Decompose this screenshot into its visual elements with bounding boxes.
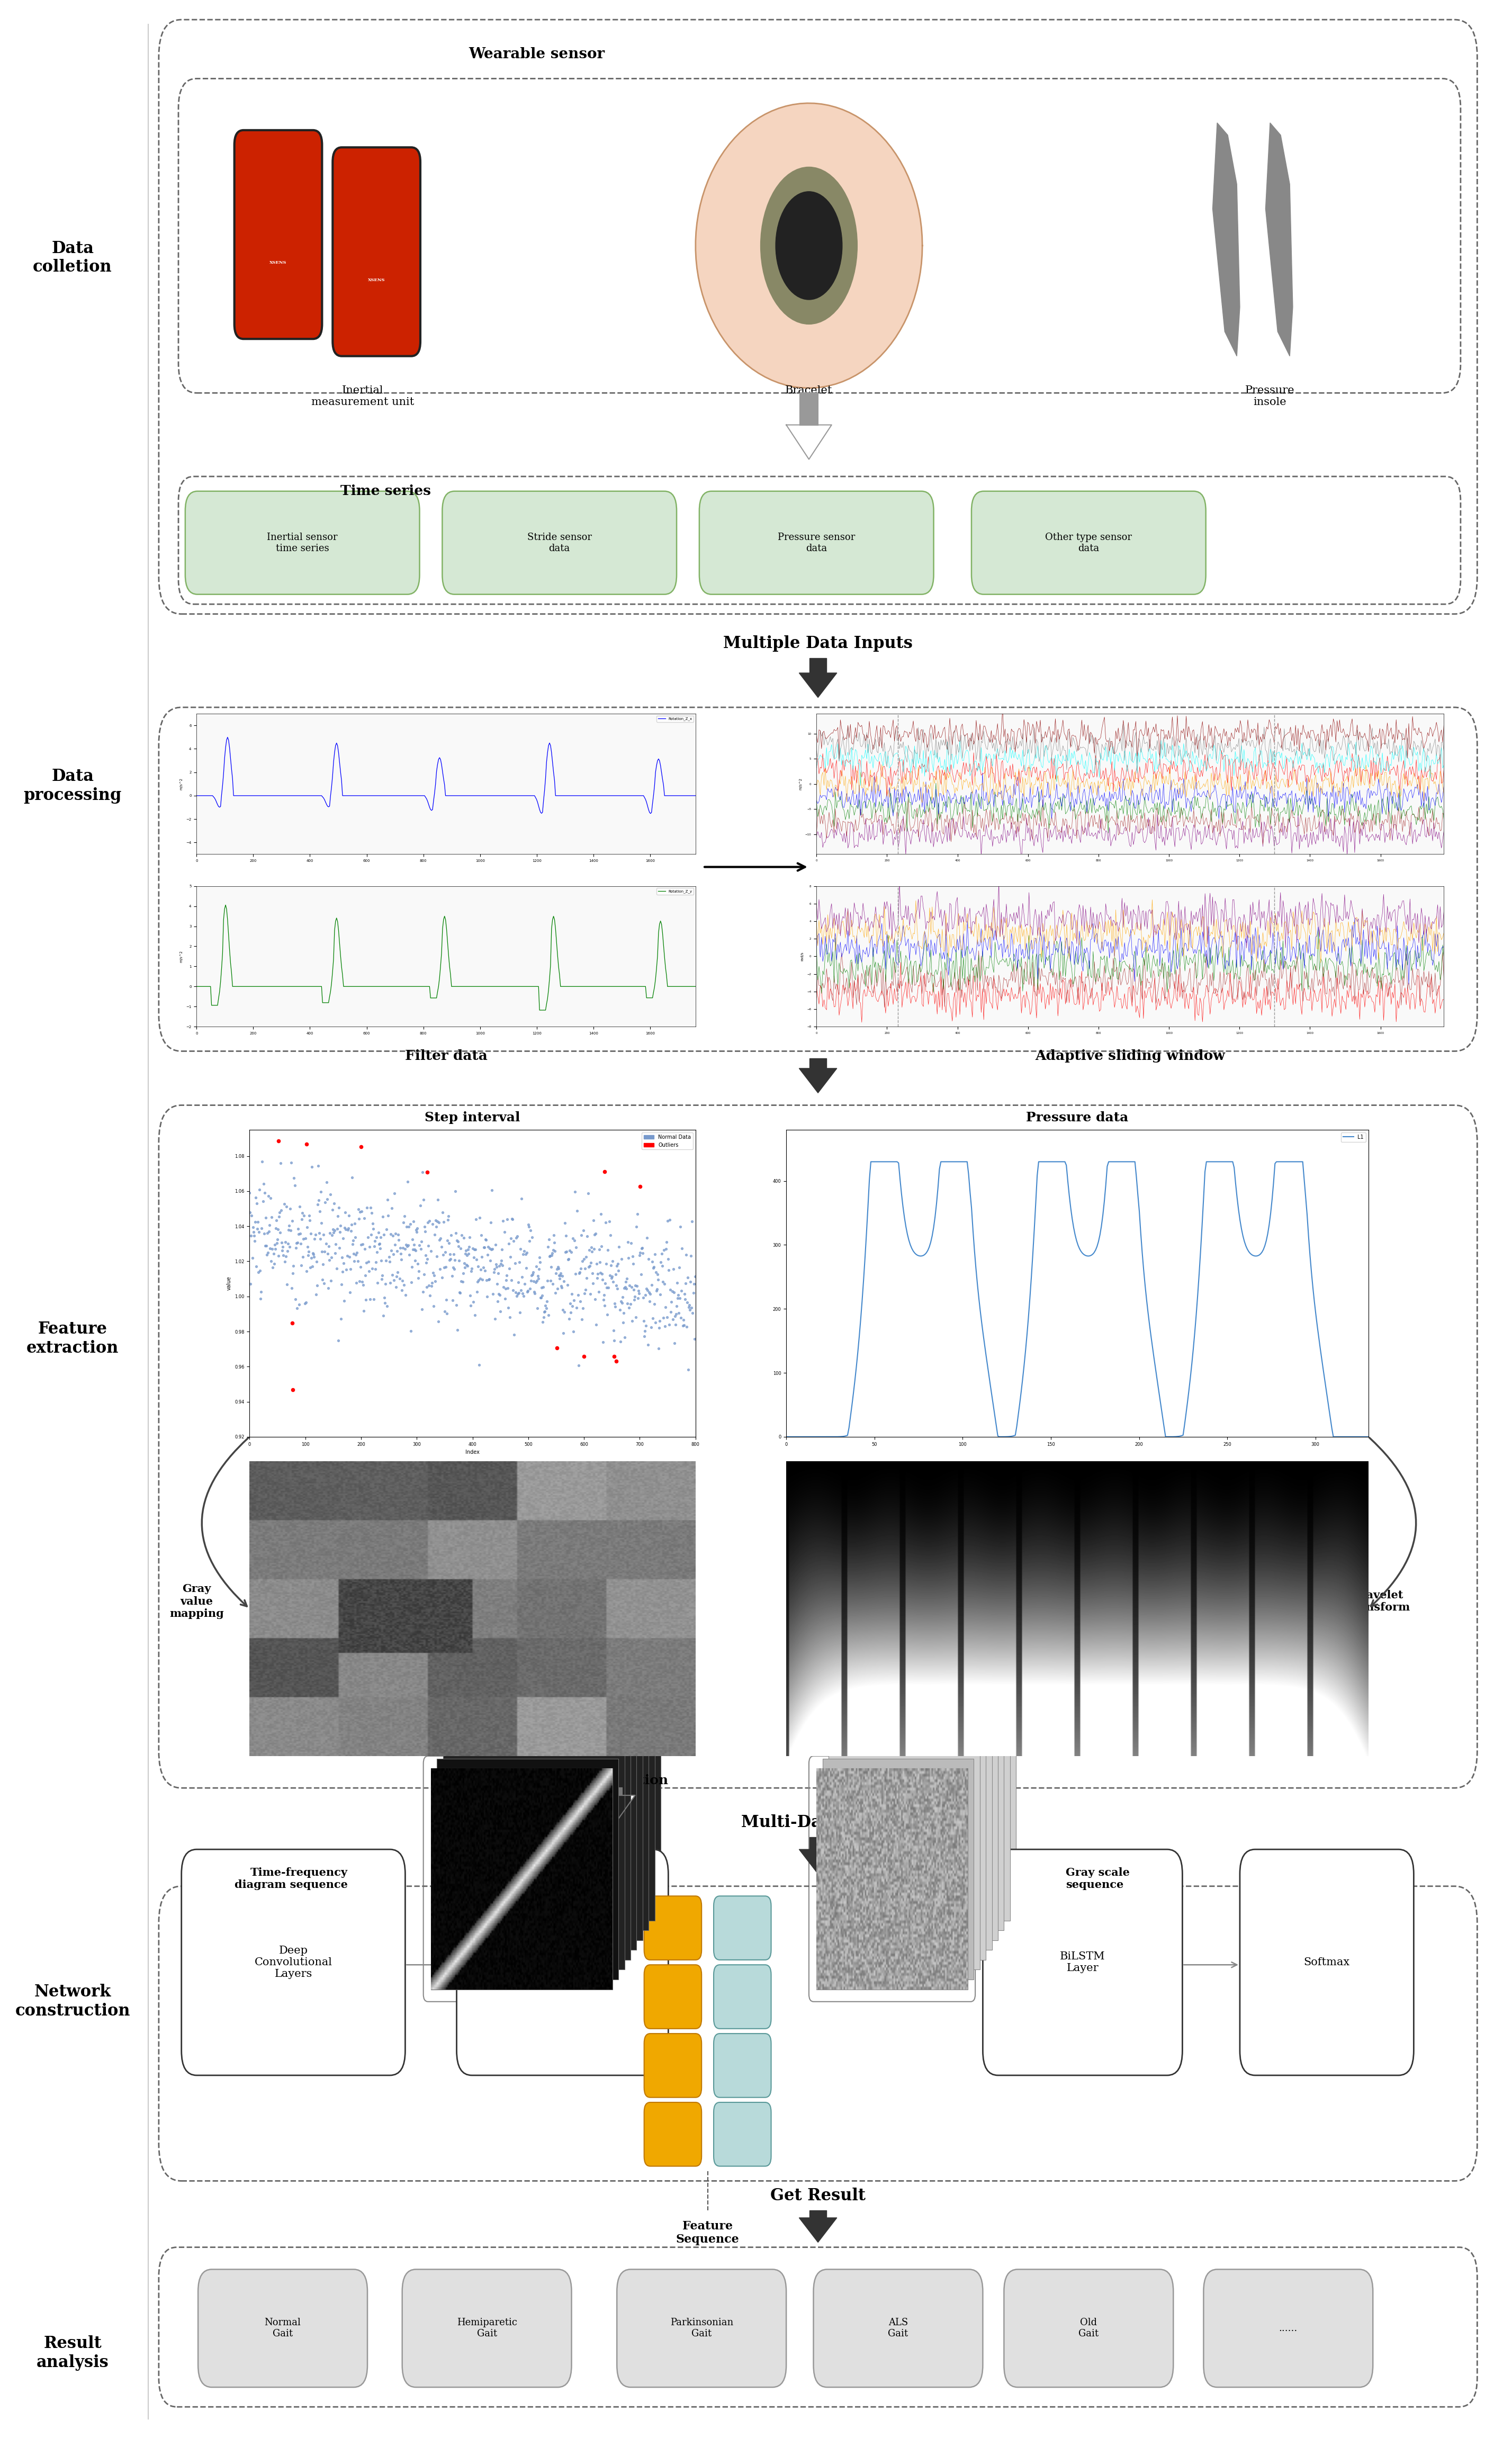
Polygon shape (800, 1068, 838, 1093)
Bar (816, 1768, 968, 1989)
FancyBboxPatch shape (402, 2269, 572, 2387)
Bar (823, 1758, 974, 1980)
Text: XSENS: XSENS (367, 278, 386, 282)
Polygon shape (590, 1795, 635, 1827)
Bar (455, 1729, 637, 1950)
Text: Adaptive sliding window: Adaptive sliding window (1036, 1049, 1225, 1063)
Text: Full
Connectivity
Layer: Full Connectivity Layer (528, 1945, 597, 1980)
Text: Time-frequency
diagram sequence: Time-frequency diagram sequence (234, 1867, 348, 1891)
Text: Result
analysis: Result analysis (36, 2336, 109, 2370)
Text: Normal
Gait: Normal Gait (265, 2318, 301, 2338)
Text: Gray scale
sequence: Gray scale sequence (1066, 1867, 1129, 1891)
Text: BiLSTM
Layer: BiLSTM Layer (1060, 1953, 1105, 1972)
Text: Pressure sensor
data: Pressure sensor data (777, 533, 856, 553)
Bar (810, 1059, 826, 1068)
Bar (479, 1690, 661, 1911)
Text: XSENS: XSENS (269, 260, 287, 265)
Text: Wavelet
transform: Wavelet transform (1347, 1589, 1411, 1614)
Text: Hemiparetic
Gait: Hemiparetic Gait (457, 2318, 517, 2338)
FancyBboxPatch shape (1004, 2269, 1173, 2387)
FancyBboxPatch shape (714, 1896, 771, 1960)
Polygon shape (786, 425, 832, 459)
Bar (437, 1758, 618, 1980)
FancyBboxPatch shape (714, 2102, 771, 2166)
Text: Data
processing: Data processing (24, 769, 121, 803)
Bar (829, 1749, 980, 1970)
Bar (473, 1700, 655, 1921)
Text: Old
Gait: Old Gait (1078, 2318, 1099, 2338)
FancyBboxPatch shape (714, 1965, 771, 2029)
FancyBboxPatch shape (971, 491, 1207, 594)
FancyBboxPatch shape (198, 2269, 367, 2387)
Text: Get Result: Get Result (770, 2188, 866, 2203)
FancyBboxPatch shape (186, 491, 420, 594)
FancyBboxPatch shape (181, 1849, 405, 2075)
Text: Wearable sensor: Wearable sensor (469, 47, 605, 61)
Bar (853, 1709, 1004, 1930)
Text: Other type sensor
data: Other type sensor data (1045, 533, 1132, 553)
Bar (810, 1837, 826, 1849)
Bar (602, 1788, 623, 1795)
Text: Pressure
insole: Pressure insole (1246, 386, 1294, 408)
Text: Network
construction: Network construction (15, 1984, 130, 2019)
Bar (847, 1719, 998, 1940)
Bar (800, 393, 818, 425)
Polygon shape (800, 2218, 838, 2242)
Circle shape (776, 192, 842, 300)
Text: Data
colletion: Data colletion (33, 241, 112, 275)
FancyBboxPatch shape (813, 2269, 983, 2387)
FancyBboxPatch shape (644, 1896, 702, 1960)
Bar (841, 1729, 992, 1950)
Polygon shape (800, 1849, 838, 1874)
Text: Inertial
measurement unit: Inertial measurement unit (311, 386, 414, 408)
FancyBboxPatch shape (644, 2102, 702, 2166)
Text: Softmax: Softmax (1303, 1957, 1350, 1967)
Text: Multi-Data Input: Multi-Data Input (741, 1815, 895, 1830)
Bar (431, 1768, 612, 1989)
FancyBboxPatch shape (714, 2034, 771, 2097)
FancyBboxPatch shape (333, 147, 420, 356)
Polygon shape (1213, 123, 1240, 356)
FancyBboxPatch shape (617, 2269, 786, 2387)
Text: ......: ...... (1279, 2323, 1297, 2333)
FancyBboxPatch shape (699, 491, 934, 594)
FancyBboxPatch shape (644, 2034, 702, 2097)
Text: Deep
Convolutional
Layers: Deep Convolutional Layers (254, 1945, 333, 1980)
FancyBboxPatch shape (644, 1965, 702, 2029)
Circle shape (761, 167, 857, 324)
FancyBboxPatch shape (442, 491, 677, 594)
Bar (449, 1739, 631, 1960)
Text: Filter data: Filter data (405, 1049, 487, 1063)
Text: ALS
Gait: ALS Gait (888, 2318, 909, 2338)
Bar (443, 1749, 624, 1970)
Text: Feature
extraction: Feature extraction (26, 1321, 119, 1356)
Text: Gray
value
mapping: Gray value mapping (169, 1584, 224, 1619)
Bar (859, 1700, 1010, 1921)
Text: Multiple Data Inputs: Multiple Data Inputs (723, 636, 913, 651)
Polygon shape (800, 673, 838, 698)
Polygon shape (696, 103, 922, 388)
FancyBboxPatch shape (1204, 2269, 1373, 2387)
FancyBboxPatch shape (1240, 1849, 1414, 2075)
Bar (810, 2210, 826, 2218)
Text: Pressure data: Pressure data (1027, 1110, 1128, 1125)
Text: Inertial sensor
time series: Inertial sensor time series (268, 533, 337, 553)
Bar (461, 1719, 643, 1940)
FancyBboxPatch shape (983, 1849, 1182, 2075)
FancyBboxPatch shape (457, 1849, 668, 2075)
Text: Feature
Sequence: Feature Sequence (676, 2220, 739, 2245)
Bar (865, 1690, 1016, 1911)
Text: Time series: Time series (340, 484, 431, 499)
Text: Stride sensor
data: Stride sensor data (528, 533, 591, 553)
Bar (810, 658, 826, 673)
FancyBboxPatch shape (234, 130, 322, 339)
Text: Bracelet: Bracelet (785, 386, 833, 395)
Polygon shape (1266, 123, 1293, 356)
Bar (467, 1709, 649, 1930)
Text: Step interval: Step interval (425, 1110, 520, 1125)
Text: Data
transformation: Data transformation (556, 1758, 668, 1788)
Bar (835, 1739, 986, 1960)
Text: Parkinsonian
Gait: Parkinsonian Gait (670, 2318, 733, 2338)
